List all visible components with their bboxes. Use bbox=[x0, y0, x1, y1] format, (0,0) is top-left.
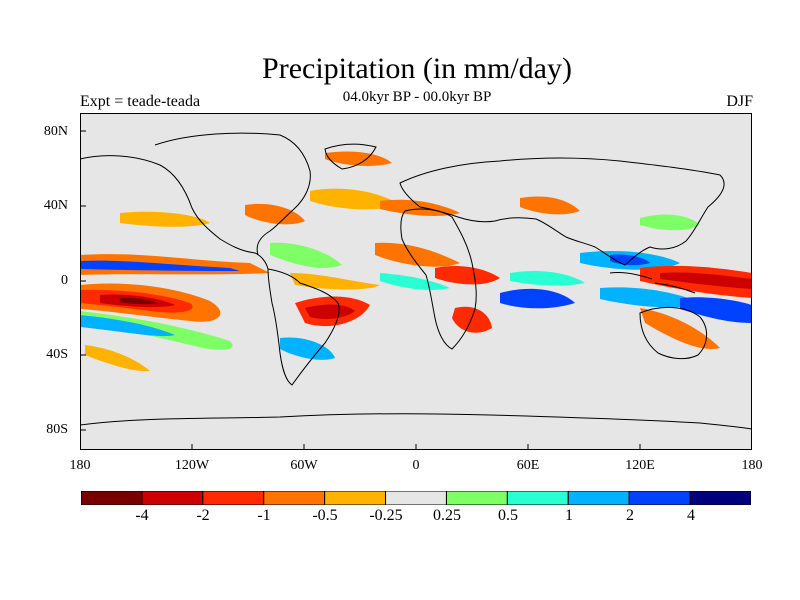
field-atlantic-dry bbox=[375, 242, 460, 267]
field-south-america-wet bbox=[280, 337, 335, 360]
coast-greenland bbox=[324, 143, 377, 170]
colorbar-label: -1 bbox=[257, 507, 271, 524]
coast-antarctica bbox=[80, 413, 752, 430]
season-label: DJF bbox=[726, 93, 753, 110]
colorbar-label: 0.25 bbox=[433, 507, 461, 524]
colorbar-swatch bbox=[81, 491, 143, 505]
field-amazon-dry-core bbox=[305, 304, 355, 319]
field-coral-sea-wet bbox=[680, 297, 752, 323]
coast-africa bbox=[400, 208, 477, 350]
coastlines bbox=[80, 132, 752, 430]
field-north-america-dry bbox=[245, 203, 305, 225]
colorbar-swatch bbox=[445, 491, 508, 505]
field-south-america-dry bbox=[290, 273, 380, 290]
field-north-pacific-dry bbox=[120, 211, 210, 227]
field-middle-east-dry bbox=[520, 196, 580, 215]
colorbar-swatch bbox=[202, 491, 265, 505]
coast-australia bbox=[639, 306, 707, 360]
colorbar-label: 1 bbox=[565, 507, 573, 524]
field-west-pacific-dry-core bbox=[660, 272, 752, 289]
colorbar-swatch bbox=[385, 491, 447, 505]
colorbar-label: -4 bbox=[135, 507, 149, 524]
lon-label-60w: 60W bbox=[290, 458, 318, 473]
field-indian-ocean-wet bbox=[500, 288, 575, 309]
colorbar-label: 2 bbox=[626, 507, 634, 524]
colorbar-swatch bbox=[628, 491, 691, 505]
field-atlantic-wet bbox=[380, 273, 450, 291]
field-east-pacific-wet bbox=[270, 242, 342, 268]
colorbar-swatch bbox=[567, 491, 630, 505]
map-title: Precipitation (in mm/day) bbox=[262, 52, 572, 85]
colorbar-label: 0.5 bbox=[498, 507, 518, 524]
field-south-pacific-wet-strong bbox=[80, 315, 175, 337]
lat-label-80s: 80S bbox=[46, 422, 68, 437]
lat-label-40s: 40S bbox=[46, 347, 68, 362]
colorbar-label: -2 bbox=[196, 507, 210, 524]
field-east-africa-wet bbox=[510, 271, 585, 286]
colorbar-label: -0.25 bbox=[369, 507, 403, 524]
lat-label-80n: 80N bbox=[43, 124, 68, 139]
colorbar-label: 4 bbox=[687, 507, 695, 524]
colorbar-swatch bbox=[263, 491, 326, 505]
map-ticks bbox=[80, 130, 641, 450]
field-australia-dry bbox=[640, 308, 720, 349]
field-south-africa-dry bbox=[452, 306, 492, 333]
map-subtitle: 04.0kyr BP - 00.0kyr BP bbox=[342, 89, 492, 105]
field-pacific-itcz-wet bbox=[80, 260, 240, 271]
colorbar-swatch bbox=[141, 491, 204, 505]
experiment-label: Expt = teade-teada bbox=[80, 93, 201, 110]
field-north-atlantic-dry bbox=[310, 188, 400, 210]
coast-north-america-east bbox=[154, 132, 311, 256]
lat-label-0: 0 bbox=[61, 273, 68, 288]
lat-label-40n: 40N bbox=[43, 198, 68, 213]
colorbar-swatch bbox=[689, 491, 751, 505]
precipitation-map bbox=[80, 113, 752, 450]
lon-label-120w: 120W bbox=[174, 458, 210, 473]
field-spcz-peak bbox=[120, 297, 158, 305]
lon-label-180w: 180 bbox=[69, 458, 91, 473]
lon-label-60e: 60E bbox=[516, 458, 540, 473]
field-greenland-dry bbox=[325, 151, 392, 166]
field-south-pacific-dry bbox=[85, 345, 150, 372]
lon-label-180e: 180 bbox=[741, 458, 763, 473]
field-east-asia-wet bbox=[640, 214, 700, 231]
colorbar bbox=[81, 491, 751, 505]
field-java-sea-wet bbox=[600, 287, 700, 308]
coast-eurasia bbox=[399, 157, 725, 266]
coast-north-america-west bbox=[80, 155, 269, 270]
colorbar-label: -0.5 bbox=[312, 507, 338, 524]
anomaly-fields bbox=[80, 151, 752, 372]
coast-south-america bbox=[267, 268, 340, 386]
lon-label-0: 0 bbox=[412, 458, 420, 473]
colorbar-swatch bbox=[324, 491, 387, 505]
coast-indonesia bbox=[609, 272, 696, 294]
colorbar-swatch bbox=[506, 491, 569, 505]
field-west-africa-dry bbox=[435, 266, 500, 285]
lon-label-120e: 120E bbox=[625, 458, 655, 473]
